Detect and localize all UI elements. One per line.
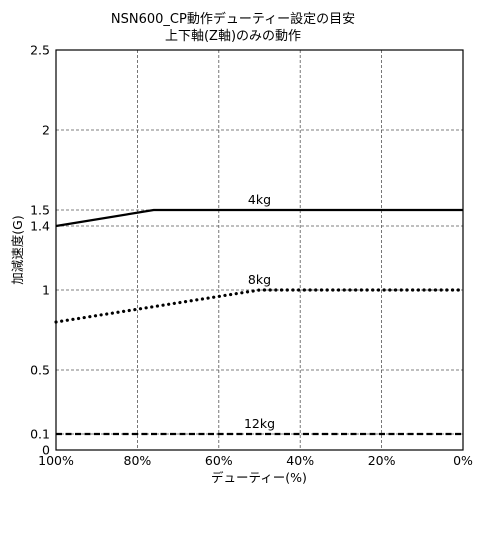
y-tick-label: 2.5	[30, 43, 50, 58]
x-tick-label: 60%	[205, 453, 233, 468]
y-tick-label: 1	[42, 283, 50, 298]
x-ticks: 100% 80% 60% 40% 20% 0%	[38, 453, 473, 468]
series-label-8kg: 8kg	[248, 272, 271, 287]
plot-frame	[55, 49, 464, 451]
chart-subtitle: 上下軸(Z軸)のみの動作	[165, 29, 301, 44]
series-layer	[54, 208, 465, 436]
x-tick-label: 100%	[38, 453, 74, 468]
series-label-4kg: 4kg	[248, 192, 271, 207]
chart-title: NSN600_CP動作デューティー設定の目安	[111, 11, 355, 27]
y-tick-label: 0.5	[30, 363, 50, 378]
y-tick-label: 0	[42, 443, 50, 458]
x-tick-label: 0%	[453, 453, 473, 468]
x-axis-label: デューティー(%)	[211, 470, 307, 485]
y-axis-label: 加減速度(G)	[10, 215, 25, 284]
y-tick-label: 2	[42, 123, 50, 138]
x-tick-label: 40%	[286, 453, 314, 468]
series-line-8kg	[54, 288, 465, 324]
x-tick-label: 80%	[124, 453, 152, 468]
y-tick-label: 0.1	[30, 427, 50, 442]
y-tick-label: 1.5	[30, 203, 50, 218]
x-tick-label: 20%	[368, 453, 396, 468]
series-line-4kg	[55, 208, 463, 228]
grid	[56, 50, 463, 450]
y-ticks: 00.1 0.5 1 1.41.5 2 2.5	[30, 43, 50, 458]
y-tick-label: 1.4	[30, 219, 50, 234]
series-label-12kg: 12kg	[244, 416, 275, 431]
series-labels: 4kg 8kg 12kg	[244, 192, 275, 431]
